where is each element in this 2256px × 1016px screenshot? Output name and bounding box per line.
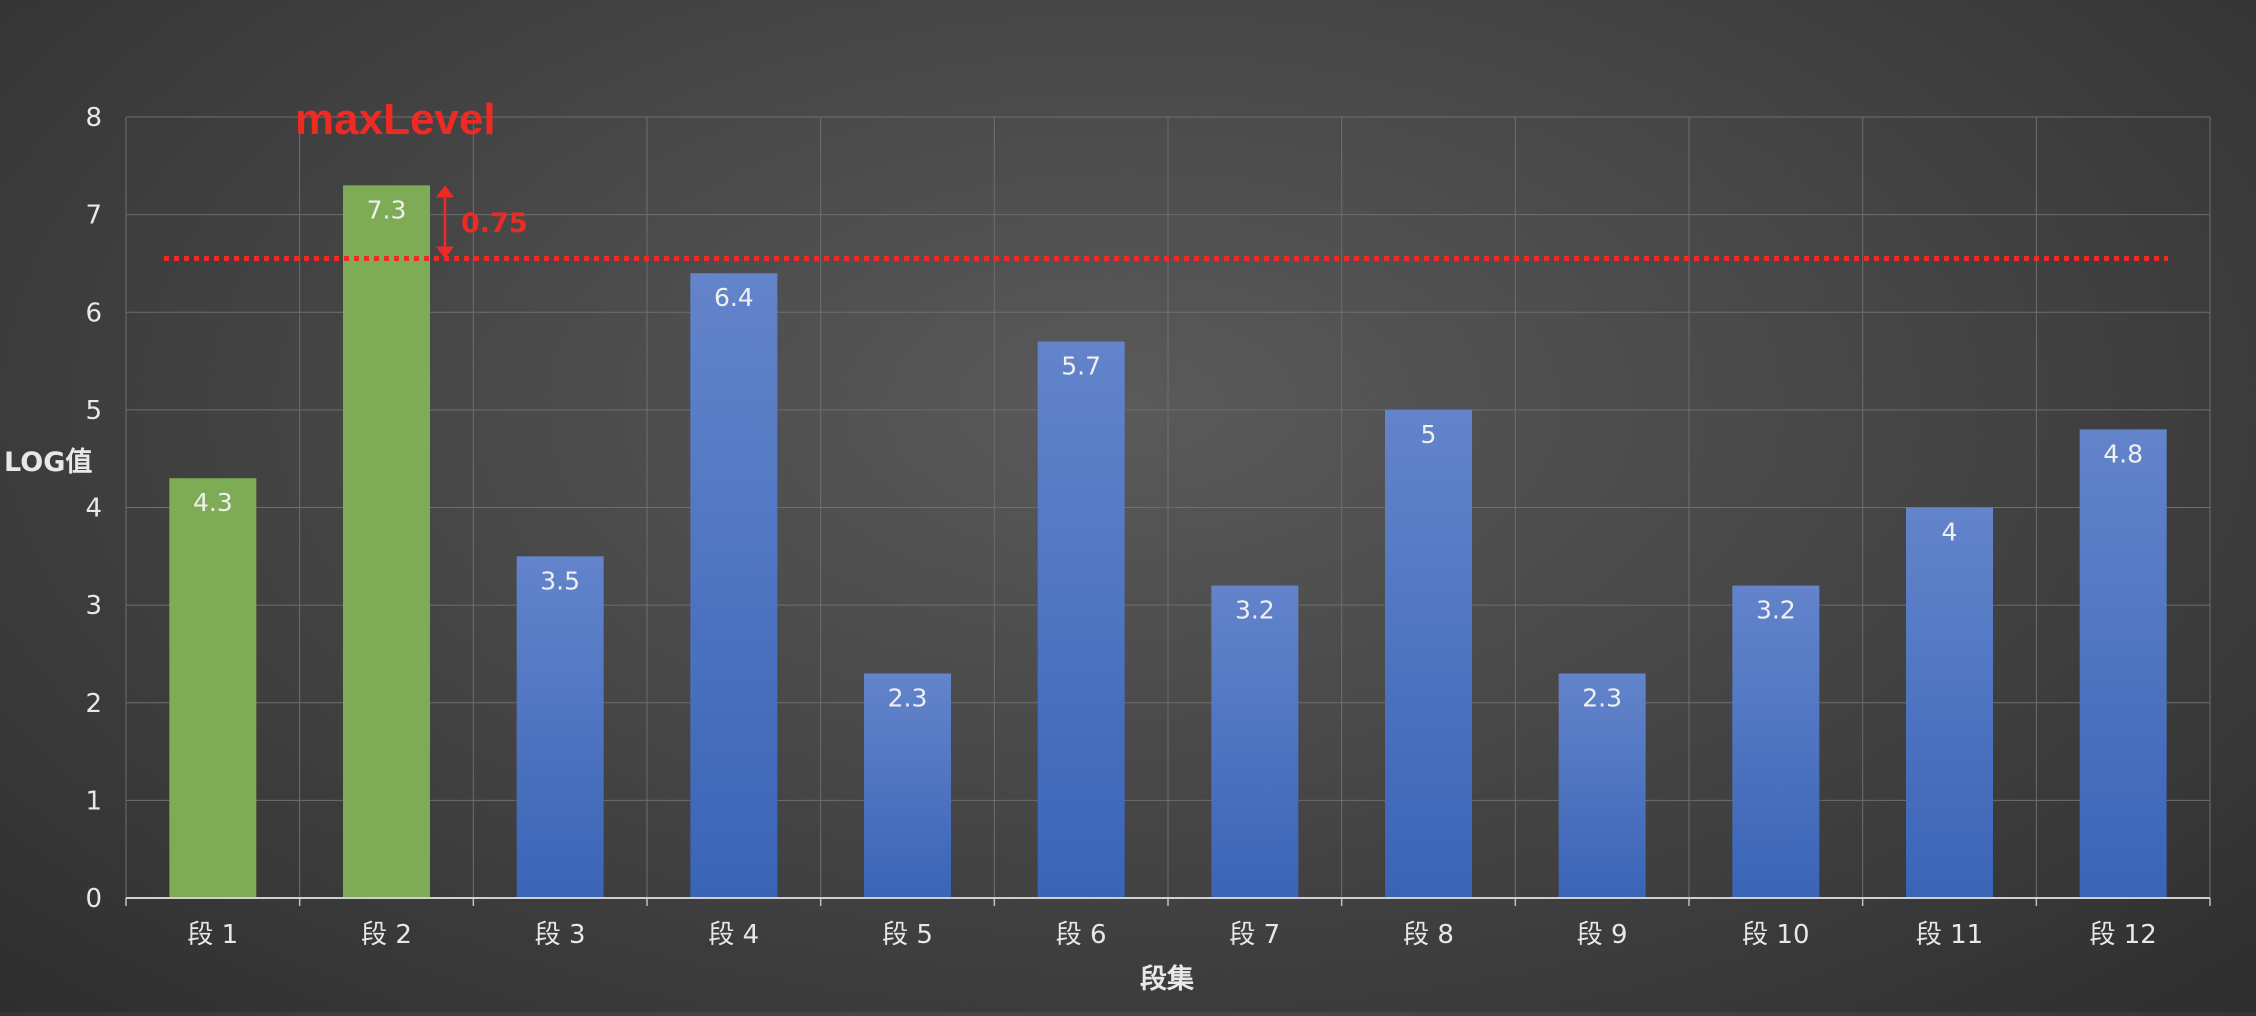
y-tick-label: 8 (85, 103, 102, 133)
x-tick-label-6: 段 6 (1056, 920, 1107, 950)
grid-lines (125, 116, 2211, 898)
bar-12 (2079, 429, 2167, 898)
y-tick-label: 4 (85, 494, 102, 524)
data-label-10: 3.2 (1756, 596, 1796, 625)
x-axis-title: 段集 (1140, 963, 1195, 995)
bars: 4.3 7.3 3.5 6.4 2.3 5.7 3.2 5 2.3 3.2 4 4.8 (169, 185, 2167, 899)
difference-value-label: 0.75 (461, 208, 528, 239)
max-level-annotation: maxLevel (295, 95, 496, 144)
data-label-9: 2.3 (1582, 683, 1622, 712)
y-tick-label: 2 (85, 689, 102, 719)
difference-arrow-head-down (436, 246, 454, 259)
difference-arrow-head-up (436, 185, 454, 198)
bar-4 (690, 273, 778, 898)
y-tick-label: 1 (85, 786, 102, 816)
x-tick-label-11: 段 11 (1916, 920, 1983, 950)
bar-1 (169, 478, 257, 898)
data-label-11: 4 (1942, 518, 1958, 547)
bar-10 (1732, 585, 1820, 898)
bar-9 (1558, 673, 1646, 898)
x-tick-label-7: 段 7 (1229, 920, 1280, 950)
y-tick-label: 0 (85, 884, 102, 914)
bar-5 (864, 673, 951, 898)
data-label-4: 6.4 (714, 283, 754, 312)
x-tick-label-12: 段 12 (2089, 920, 2156, 950)
bar-8 (1385, 409, 1472, 898)
data-label-12: 4.8 (2103, 439, 2143, 468)
data-label-7: 3.2 (1235, 596, 1275, 625)
x-tick-label-9: 段 9 (1577, 920, 1628, 950)
bar-3 (516, 556, 604, 898)
axes: 0 1 2 3 4 5 6 7 8 段 1 段 2 段 3 段 4 段 5 段 6 段 7 段 8 段 9 段 10… (85, 103, 2211, 950)
bar-2 (343, 185, 430, 898)
x-tick-label-3: 段 3 (535, 920, 586, 950)
data-label-3: 3.5 (540, 566, 580, 595)
annotations: 0.75 (164, 185, 2168, 262)
data-label-2: 7.3 (367, 195, 407, 224)
bar-11 (1906, 507, 1993, 898)
data-label-6: 5.7 (1061, 352, 1101, 381)
x-tick-label-1: 段 1 (187, 920, 238, 950)
data-label-1: 4.3 (193, 488, 233, 517)
x-tick-label-4: 段 4 (708, 920, 759, 950)
y-tick-label: 6 (85, 298, 102, 328)
x-tick-label-10: 段 10 (1742, 920, 1809, 950)
bar-6 (1037, 341, 1125, 899)
bar-7 (1211, 585, 1299, 898)
y-tick-label: 7 (85, 201, 102, 231)
x-tick-label-2: 段 2 (361, 920, 412, 950)
x-tick-label-5: 段 5 (882, 920, 933, 950)
data-label-5: 2.3 (888, 683, 928, 712)
y-axis-title: LOG值 (4, 447, 92, 478)
data-label-8: 5 (1421, 420, 1437, 449)
x-tick-label-8: 段 8 (1403, 920, 1454, 950)
y-tick-label: 3 (85, 591, 102, 621)
y-tick-label: 5 (85, 396, 102, 426)
